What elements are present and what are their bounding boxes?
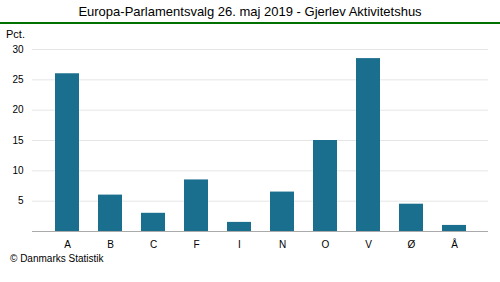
svg-text:25: 25 <box>12 74 24 85</box>
svg-text:Ø: Ø <box>408 239 416 250</box>
svg-text:F: F <box>193 239 199 250</box>
svg-text:15: 15 <box>12 135 24 146</box>
html-text:Europa-Parlamentsvalg 26. maj: Europa-Parlamentsvalg 26. maj 2019 - Gje… <box>78 4 422 19</box>
svg-text:N: N <box>279 239 286 250</box>
svg-text:V: V <box>365 239 372 250</box>
svg-text:20: 20 <box>12 104 24 115</box>
svg-text:B: B <box>107 239 114 250</box>
svg-text:A: A <box>64 239 71 250</box>
svg-text:C: C <box>150 239 157 250</box>
svg-text:O: O <box>322 239 330 250</box>
html-text:© Danmarks Statistik: © Danmarks Statistik <box>10 253 104 264</box>
svg-text:Å: Å <box>451 238 458 250</box>
svg-text:5: 5 <box>18 195 24 206</box>
svg-text:10: 10 <box>12 165 24 176</box>
svg-text:I: I <box>238 239 241 250</box>
html-text:Pct.: Pct. <box>6 28 25 40</box>
svg-text:30: 30 <box>12 44 24 55</box>
